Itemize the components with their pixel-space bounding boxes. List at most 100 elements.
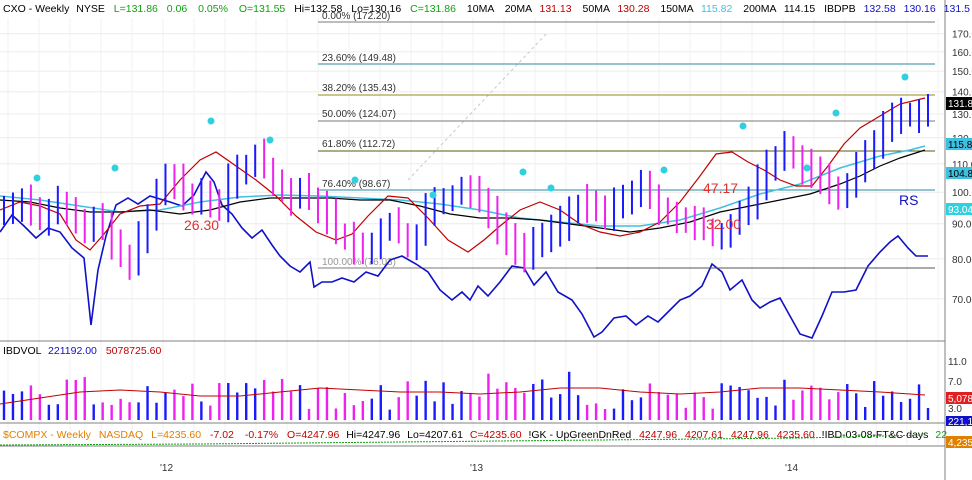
fib-label-382: 38.20% (135.43) (322, 83, 396, 94)
volume-bar (828, 399, 831, 420)
compx-days: 22 (935, 429, 947, 441)
annotation-32-00: 32.00 (706, 216, 741, 232)
volume-bar (56, 404, 60, 420)
volume-bar (415, 395, 418, 420)
volume-bar (155, 402, 158, 420)
volume-bar (881, 395, 885, 420)
volume-bar (110, 404, 113, 420)
volume-header: IBDVOL 221192.00 5078725.60 (3, 345, 161, 357)
volume-bar (182, 396, 185, 420)
volume-label: IBDVOL (3, 345, 42, 357)
volume-bar (855, 393, 858, 420)
last-price-tag-bg (946, 97, 972, 110)
volume-bar (119, 398, 122, 420)
compx-v3: 4247.96 (731, 429, 769, 441)
volume-bar (890, 391, 894, 420)
volume-bar (585, 404, 589, 420)
volume-bar (379, 385, 382, 420)
volume-bar (262, 380, 266, 420)
header-ma10: 10MA (467, 3, 494, 15)
volume-bar (765, 396, 768, 420)
volume-bar (146, 386, 149, 420)
fib-label-618: 61.80% (112.72) (322, 139, 395, 150)
volume-bar (370, 398, 374, 420)
volume-bar (271, 391, 275, 420)
volume-bar (783, 379, 786, 420)
volume-bar (65, 379, 68, 420)
volume-bar (289, 391, 293, 420)
volume-bar (738, 386, 741, 420)
rs-tag-bg (946, 203, 972, 215)
volume-tick-11: 11.0 (948, 357, 967, 368)
ma150-tag-bg (946, 138, 972, 150)
price-tick: 150.00 (952, 67, 972, 78)
volume-bar (729, 385, 732, 420)
volume-bar (325, 387, 329, 420)
rs-tag: 93.04 (948, 205, 972, 216)
header-ibdpb: IBDPB (824, 3, 856, 15)
volume-bar (792, 399, 795, 420)
volume-bar (693, 392, 696, 420)
volume-bar (218, 383, 221, 420)
volume-bar (316, 388, 320, 420)
volume-bar (92, 404, 95, 420)
compx-header: $COMPX - Weekly NASDAQ L=4235.60 -7.02 -… (3, 429, 947, 441)
volume-bar (307, 408, 311, 420)
signal-dot (803, 164, 811, 172)
fib-label-50: 50.00% (124.07) (322, 109, 396, 120)
header-ma50: 50MA (583, 3, 610, 15)
volume-bar (460, 391, 463, 420)
volume-bar (496, 388, 499, 420)
volume-bar (567, 371, 571, 420)
volume-bar (774, 405, 777, 420)
ma-50-line (0, 149, 926, 233)
signal-dot (547, 184, 555, 192)
header-symbol: CXO (3, 3, 26, 15)
volume-bar (334, 408, 338, 420)
compx-v2: 4207.61 (685, 429, 723, 441)
header-close: C=131.86 (410, 3, 456, 15)
header-low: Lo=130.16 (351, 3, 401, 15)
price-tick: 160.00 (952, 48, 972, 59)
volume-bar (648, 383, 652, 420)
volume-bar (101, 402, 104, 420)
signal-dot (901, 73, 909, 81)
price-tick: 70.00 (952, 295, 972, 306)
volume-bar (621, 389, 625, 420)
volume-bar (128, 402, 131, 420)
volume-bar (541, 379, 544, 420)
volume-bar (343, 393, 347, 420)
fib-label-764: 76.40% (98.67) (322, 179, 390, 190)
signal-dot (266, 136, 274, 144)
volume-bar (173, 389, 176, 420)
compx-tag-bg (946, 436, 972, 448)
volume-bar (675, 393, 679, 420)
volume-bar (164, 392, 167, 420)
volume-bar (388, 409, 391, 420)
compx-name: $COMPX - Weekly (3, 429, 92, 441)
x-tick-13: '13 (470, 463, 483, 474)
volume-bar (47, 404, 51, 420)
annotation-rs: RS (899, 192, 918, 208)
price-tick: 130.00 (952, 110, 972, 121)
volume-bar (756, 397, 759, 420)
price-tick: 140.00 (952, 88, 972, 99)
volume-tag-bg (946, 416, 972, 426)
ma150-tag: 115.82 (948, 140, 972, 151)
volume-bar (11, 393, 15, 420)
volume-bar (352, 405, 356, 420)
annotation-26-30: 26.30 (184, 217, 219, 233)
volume-bar (38, 394, 42, 420)
last-price-tag: 131.86 (948, 99, 972, 110)
volume-bar (514, 387, 517, 420)
header-line: CXO - Weekly NYSE L=131.86 0.06 0.05% O=… (3, 3, 970, 15)
header-change: 0.06 (167, 3, 188, 15)
volume-bar (864, 406, 867, 420)
volume-bar (442, 382, 445, 420)
volume-bar (657, 392, 661, 420)
volume-ma-tag-bg (946, 392, 972, 404)
signal-dot (429, 191, 437, 199)
volume-bar (424, 380, 427, 420)
volume-bar (684, 407, 687, 420)
